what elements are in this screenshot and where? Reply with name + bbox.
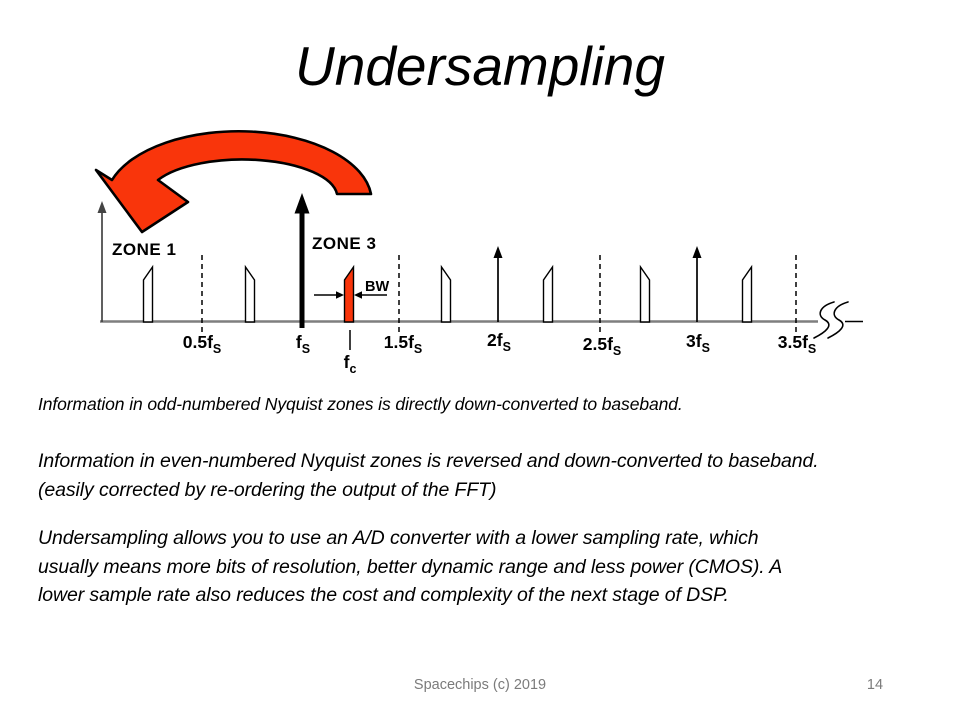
page-number: 14 xyxy=(866,677,884,693)
signal-image-zone4 xyxy=(440,264,452,323)
tick-3p5fs: 3.5fS xyxy=(777,332,817,356)
slide-title: Undersampling xyxy=(295,35,665,97)
tick-1p5fs: 1.5fS xyxy=(383,332,423,356)
3fs-marker-arrowhead xyxy=(692,246,702,258)
paragraph-odd-zones: Information in odd-numbered Nyquist zone… xyxy=(38,390,683,419)
zone-3-label: ZONE 3 xyxy=(312,234,377,253)
bandwidth-label: BW xyxy=(365,279,390,295)
footer-credit: Spacechips (c) 2019 xyxy=(413,677,547,693)
zone-1-label: ZONE 1 xyxy=(112,240,177,259)
fold-back-arrow xyxy=(94,129,373,234)
carrier-signal-fc xyxy=(343,264,355,323)
signal-image-zone1 xyxy=(142,264,154,323)
signal-image-zone6 xyxy=(639,264,651,323)
signal-image-zone7 xyxy=(741,264,753,323)
bw-arrow-left-head xyxy=(336,291,344,299)
tick-2p5fs: 2.5fS xyxy=(582,334,622,358)
text-line: Undersampling allows you to use an A/D c… xyxy=(38,527,759,549)
signal-image-zone5 xyxy=(542,264,554,323)
fc-label: fc xyxy=(343,352,357,376)
fs-marker-arrowhead xyxy=(294,193,310,214)
2fs-marker-arrowhead xyxy=(493,246,503,258)
bw-arrow-right-head xyxy=(354,291,362,299)
signal-image-zone2 xyxy=(244,264,256,323)
text-line: Information in even-numbered Nyquist zon… xyxy=(38,450,819,472)
amplitude-axis-arrowhead xyxy=(97,201,107,213)
tick-2fs: 2fS xyxy=(487,330,511,354)
tick-fs: fS xyxy=(295,332,311,356)
paragraph-even-zones: Information in even-numbered Nyquist zon… xyxy=(38,447,819,504)
tick-0p5fs: 0.5fS xyxy=(182,332,222,356)
text-line: (easily corrected by re-ordering the out… xyxy=(38,478,497,501)
tick-3fs: 3fS xyxy=(686,331,710,355)
text-line: Information in odd-numbered Nyquist zone… xyxy=(38,394,683,414)
text-line: lower sample rate also reduces the cost … xyxy=(38,584,729,606)
text-line: usually means more bits of resolution, b… xyxy=(38,555,783,578)
paragraph-undersampling-benefits: Undersampling allows you to use an A/D c… xyxy=(38,524,782,610)
